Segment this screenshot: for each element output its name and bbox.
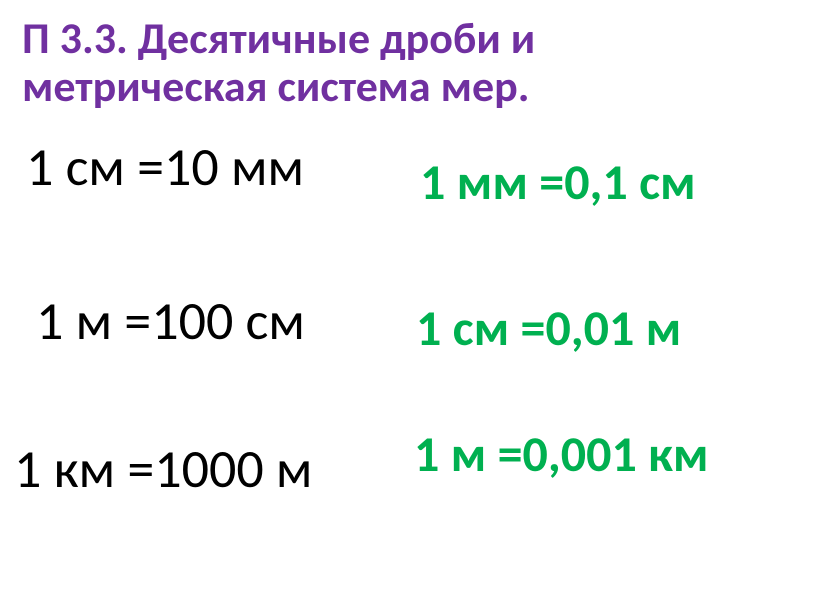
row3-right: 1 м = 0,001 км	[414, 424, 709, 485]
row3-left-rhs: 1000 м	[154, 436, 312, 502]
row2-left-rhs: 100 см	[151, 288, 305, 354]
row2-right: 1 см = 0,01 м	[416, 298, 681, 359]
page-title: П 3.3. Десятичные дроби и метрическая си…	[22, 14, 782, 111]
row3-right-rhs: 0,001 км	[523, 424, 709, 485]
row1-right: 1 мм =0,1 см	[420, 152, 696, 213]
row2-left-lhs: 1 м =	[36, 288, 151, 354]
row1-left-rhs: 10 мм	[164, 134, 304, 200]
row2-right-rhs: 0,01 м	[545, 298, 681, 359]
row3-left-lhs: 1 км =	[14, 436, 154, 502]
row1-right-rhs: 0,1 см	[564, 152, 695, 213]
row1-right-lhs: 1 мм =	[420, 152, 564, 213]
row1-left: 1 см =10 мм	[26, 134, 304, 200]
row3-right-lhs: 1 м =	[414, 424, 523, 485]
row1-left-lhs: 1 см =	[26, 134, 164, 200]
row2-left: 1 м =100 см	[36, 288, 305, 354]
row3-left: 1 км =1000 м	[14, 436, 312, 502]
row2-right-lhs: 1 см =	[416, 298, 545, 359]
